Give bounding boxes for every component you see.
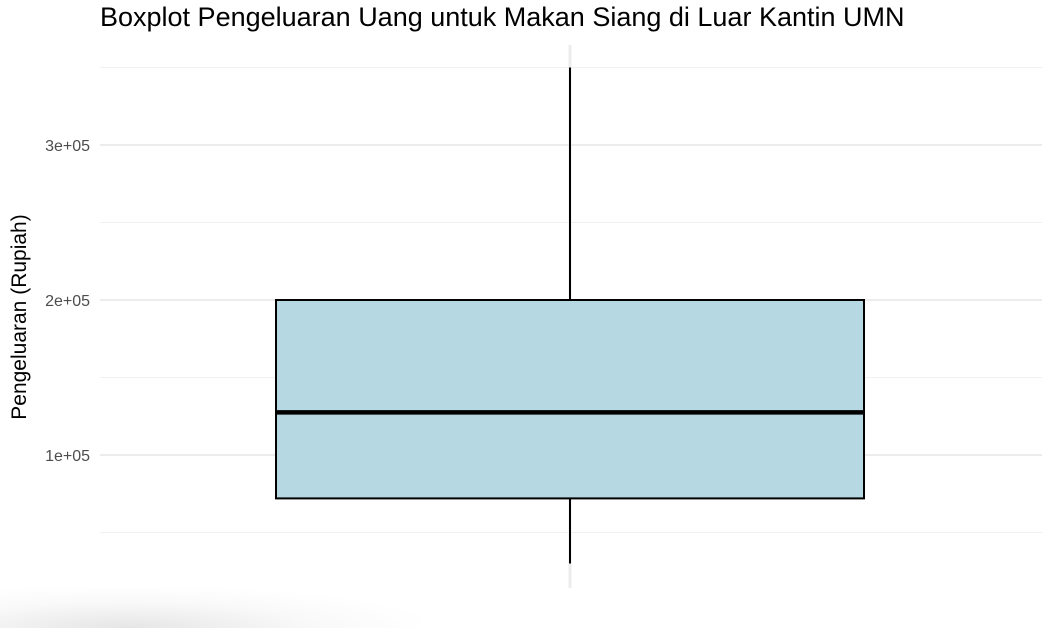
- y-tick-label: 3e+05: [45, 138, 90, 155]
- chart-title: Boxplot Pengeluaran Uang untuk Makan Sia…: [100, 2, 905, 32]
- y-tick-label: 1e+05: [45, 448, 90, 465]
- y-axis-title: Pengeluaran (Rupiah): [8, 214, 31, 419]
- y-tick-labels: 1e+05 2e+05 3e+05: [45, 138, 90, 465]
- iqr-box: [275, 299, 865, 500]
- box-layer: [275, 67, 865, 564]
- y-tick-label: 2e+05: [45, 293, 90, 310]
